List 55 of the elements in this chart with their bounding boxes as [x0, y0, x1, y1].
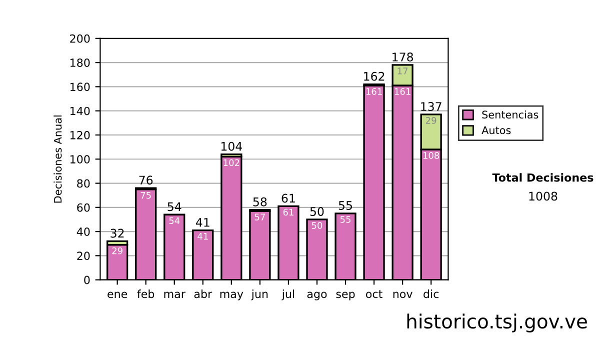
- x-tick-label: jul: [282, 290, 294, 300]
- legend-label: Sentencias: [482, 110, 538, 119]
- data-label: 50: [312, 222, 322, 229]
- total-label: 162: [364, 72, 384, 81]
- x-tick-label: may: [220, 292, 244, 300]
- total-label: 58: [253, 197, 267, 206]
- y-tick-label: 140: [70, 106, 90, 116]
- data-label: 102: [224, 159, 240, 166]
- y-tick-label: 40: [76, 228, 90, 236]
- x-tick-label: dic: [424, 290, 439, 298]
- y-tick-label: 0: [84, 276, 90, 284]
- y-tick-label: 160: [70, 82, 90, 92]
- data-label: 55: [340, 216, 350, 223]
- x-tick-label: mar: [164, 292, 186, 298]
- total-label: 54: [168, 202, 182, 212]
- x-tick-label: ene: [108, 292, 128, 298]
- data-label: 161: [394, 88, 410, 95]
- total-label: 32: [110, 228, 124, 238]
- total-label: 50: [310, 207, 324, 216]
- x-tick-label: oct: [366, 290, 382, 298]
- data-label: 108: [423, 152, 440, 159]
- y-tick-label: 100: [70, 155, 90, 164]
- total-label: 76: [139, 176, 153, 185]
- data-label: 61: [283, 208, 294, 216]
- data-label: 29: [112, 247, 122, 254]
- text: 1008: [529, 192, 558, 201]
- data-label: 41: [198, 233, 208, 240]
- x-tick-label: nov: [393, 292, 412, 298]
- y-tick-label: 120: [70, 130, 90, 140]
- total-label: 41: [196, 218, 210, 227]
- total-label: 178: [392, 52, 414, 62]
- y-tick-label: 80: [77, 179, 90, 188]
- data-label: 161: [366, 88, 382, 95]
- y-tick-label: 60: [77, 203, 90, 212]
- text: Total Decisiones: [492, 173, 594, 182]
- y-tick-label: 20: [77, 252, 90, 260]
- x-tick-label: sep: [336, 292, 355, 300]
- y-tick-label: 180: [70, 58, 90, 67]
- legend-label: Autos: [482, 126, 511, 134]
- x-tick-label: abr: [194, 290, 212, 298]
- x-tick-label: feb: [137, 290, 154, 298]
- data-label: 57: [254, 214, 265, 220]
- data-label: 17: [398, 68, 408, 74]
- data-label: 54: [169, 217, 180, 224]
- x-tick-label: ago: [307, 292, 327, 300]
- total-label: 61: [282, 194, 295, 203]
- total-label: 104: [221, 142, 242, 151]
- y-tick-label: 200: [70, 34, 90, 43]
- data-label: 29: [426, 117, 436, 124]
- total-label: 137: [421, 102, 442, 111]
- data-label: 75: [140, 192, 151, 199]
- text: historico.tsj.gov.ve: [407, 314, 587, 332]
- y-axis-title: Decisiones Anual: [54, 116, 62, 203]
- total-label: 55: [338, 201, 352, 210]
- x-tick-label: jun: [251, 290, 268, 300]
